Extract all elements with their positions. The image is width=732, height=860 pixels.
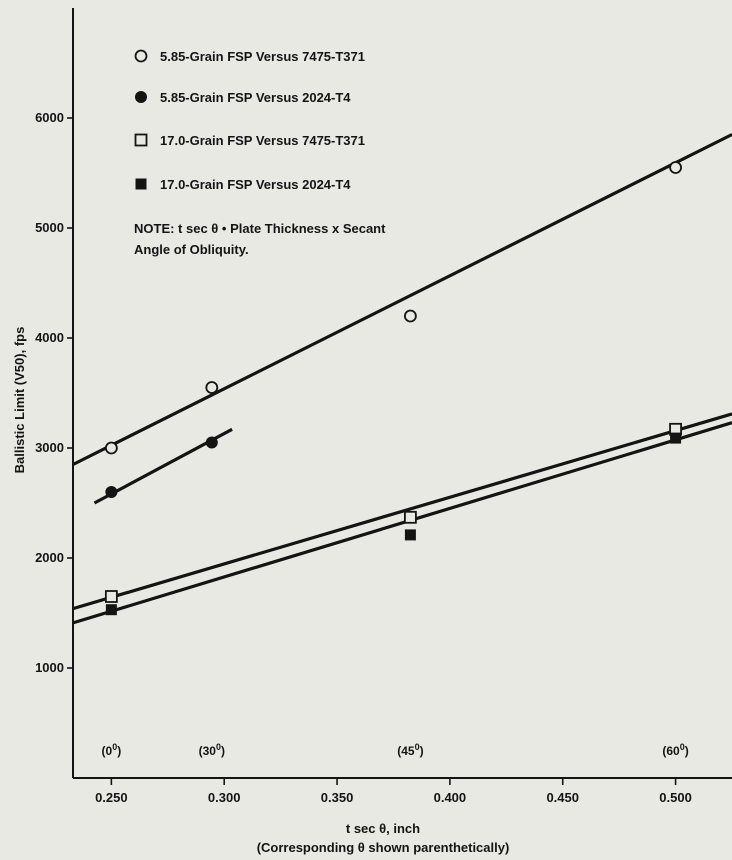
y-tick-label-0: 1000: [35, 660, 64, 675]
angle-label-0: (00): [102, 742, 122, 758]
x-tick-label-0: 0.250: [95, 790, 128, 805]
note-line-1: NOTE: t sec θ • Plate Thickness x Secant: [134, 221, 386, 236]
fit-lines: [72, 133, 732, 625]
legend-marker-2: [134, 133, 148, 147]
series-3-point-2: [670, 432, 682, 444]
angle-label-3: (600): [662, 742, 688, 758]
series-0-point-0: [104, 441, 118, 455]
y-tick-label-5: 6000: [35, 110, 64, 125]
legend-marker-3: [135, 178, 147, 190]
legend-label-1: 5.85-Grain FSP Versus 2024-T4: [160, 90, 351, 105]
legend-label-0: 5.85-Grain FSP Versus 7475-T371: [160, 49, 365, 64]
legend-marker-0: [134, 49, 148, 63]
angle-label-1: (300): [199, 742, 225, 758]
x-tick-label-4: 0.450: [546, 790, 579, 805]
x-axis-title: t sec θ, inch: [346, 821, 420, 836]
x-tick-label-2: 0.350: [321, 790, 354, 805]
series-0-point-1: [205, 381, 219, 394]
axes: 1000 2000 3000 4000 5000 6000 0.250 0.300 0.350 0…: [35, 8, 732, 805]
x-tick-label-1: 0.300: [208, 790, 241, 805]
series-1-point-1: [205, 436, 218, 449]
series-1-point-0: [105, 486, 118, 498]
series-3-fit-line: [72, 421, 732, 625]
legend-marker-1: [135, 91, 147, 103]
series-0-point-3: [669, 161, 682, 174]
series-3-point-0: [105, 604, 117, 616]
legend-label-2: 17.0-Grain FSP Versus 7475-T371: [160, 133, 365, 148]
series-0-point-2: [403, 309, 417, 323]
note-line-2: Angle of Obliquity.: [134, 242, 249, 257]
y-tick-label-2: 3000: [35, 440, 64, 455]
series-2-fit-line: [72, 412, 732, 611]
legend: 5.85-Grain FSP Versus 7475-T371 5.85-Grai…: [134, 49, 365, 192]
x-axis-subtitle: (Corresponding θ shown parenthetically): [257, 840, 510, 855]
series-2-point-1: [403, 510, 417, 524]
series-0-fit-line: [72, 133, 732, 466]
x-tick-label-3: 0.400: [434, 790, 467, 805]
series-2-point-0: [104, 590, 118, 603]
data-points: [104, 161, 682, 616]
y-tick-label-3: 4000: [35, 330, 64, 345]
y-tick-label-1: 2000: [35, 550, 64, 565]
x-tick-label-5: 0.500: [659, 790, 692, 805]
y-tick-label-4: 5000: [35, 220, 64, 235]
y-axis-title: Ballistic Limit (V50), fps: [12, 327, 27, 474]
legend-label-3: 17.0-Grain FSP Versus 2024-T4: [160, 177, 351, 192]
series-3-point-1: [404, 529, 416, 541]
angle-label-2: (450): [397, 742, 423, 758]
